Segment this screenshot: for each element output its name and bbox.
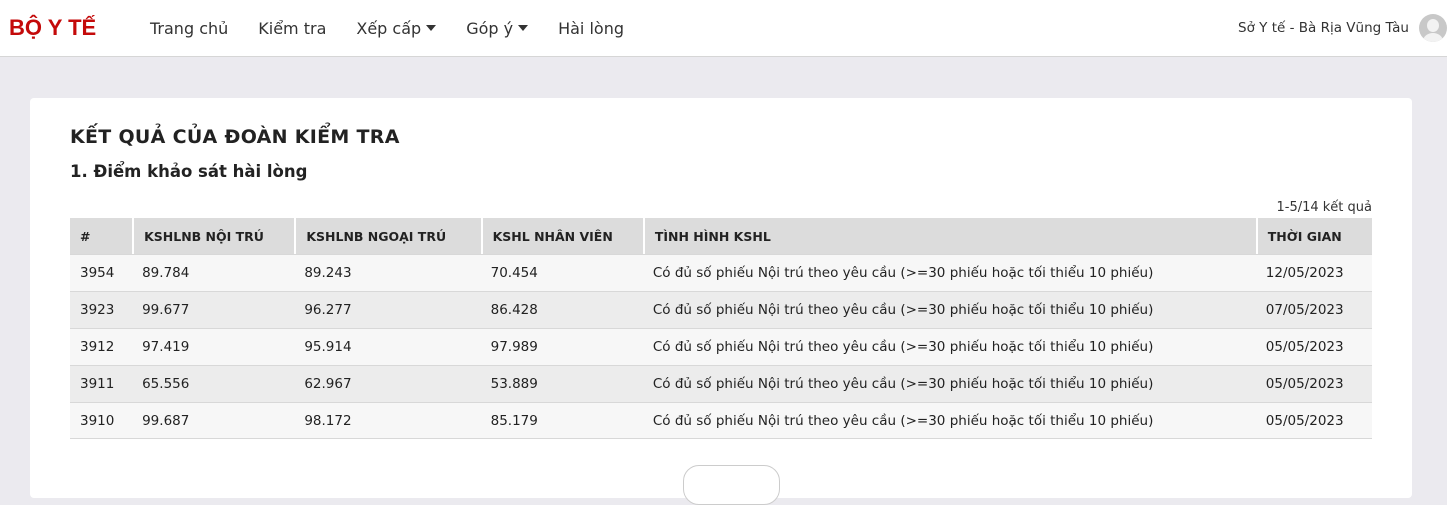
table-cell: 12/05/2023 <box>1255 254 1372 291</box>
page-title: KẾT QUẢ CỦA ĐOÀN KIỂM TRA <box>70 126 400 148</box>
column-header: # <box>70 218 133 254</box>
table-cell: 99.677 <box>132 291 295 328</box>
table-cell: 05/05/2023 <box>1255 365 1372 402</box>
table-cell: 85.179 <box>480 402 643 439</box>
nav-item-label: Trang chủ <box>150 18 229 38</box>
result-count: 1-5/14 kết quả <box>1276 200 1372 215</box>
table-cell: Có đủ số phiếu Nội trú theo yêu cầu (>=3… <box>642 365 1256 402</box>
table-cell: 53.889 <box>480 365 643 402</box>
table-cell: 89.784 <box>132 254 295 291</box>
nav-item-label: Hài lòng <box>558 18 624 38</box>
section-title: 1. Điểm khảo sát hài lòng <box>70 162 308 181</box>
table-cell: Có đủ số phiếu Nội trú theo yêu cầu (>=3… <box>642 254 1256 291</box>
table-cell: Có đủ số phiếu Nội trú theo yêu cầu (>=3… <box>642 328 1256 365</box>
table-row[interactable]: 3910 99.687 98.172 85.179 Có đủ số phiếu Nội… <box>70 402 1372 439</box>
nav-item-label: Kiểm tra <box>258 18 327 38</box>
nav-item-label: Xếp cấp <box>356 18 422 38</box>
table-cell: 95.914 <box>294 328 481 365</box>
table-row[interactable]: 3954 89.784 89.243 70.454 Có đủ số phiếu Nội… <box>70 254 1372 291</box>
avatar-icon[interactable] <box>1419 14 1447 42</box>
table-row[interactable]: 3923 99.677 96.277 86.428 Có đủ số phiếu Nội… <box>70 291 1372 328</box>
navbar: BỘ Y TẾ Trang chủ Kiểm tra Xếp cấp Góp ý Hài… <box>0 0 1447 57</box>
column-header: TÌNH HÌNH KSHL <box>642 218 1256 254</box>
table-cell: 3910 <box>70 402 133 439</box>
table-cell: 98.172 <box>294 402 481 439</box>
table-cell: 96.277 <box>294 291 481 328</box>
logo[interactable]: BỘ Y TẾ <box>9 15 97 40</box>
table-cell: 3911 <box>70 365 133 402</box>
table-row[interactable]: 3912 97.419 95.914 97.989 Có đủ số phiếu Nội… <box>70 328 1372 365</box>
results-card: KẾT QUẢ CỦA ĐOÀN KIỂM TRA 1. Điểm khảo s… <box>30 98 1412 505</box>
table-cell: 07/05/2023 <box>1255 291 1372 328</box>
user-name: Sở Y tế - Bà Rịa Vũng Tàu <box>1238 20 1409 36</box>
table-cell: 65.556 <box>132 365 295 402</box>
nav-item-label: Góp ý <box>466 18 514 38</box>
table-cell: 3923 <box>70 291 133 328</box>
table-cell: 99.687 <box>132 402 295 439</box>
table-cell: 97.419 <box>132 328 295 365</box>
nav-item-4[interactable]: Hài lòng <box>558 19 624 38</box>
nav-item-3[interactable]: Góp ý <box>466 18 529 38</box>
nav-item-0[interactable]: Trang chủ <box>150 19 228 38</box>
table-cell: Có đủ số phiếu Nội trú theo yêu cầu (>=3… <box>642 291 1256 328</box>
main-menu: Trang chủ Kiểm tra Xếp cấp Góp ý Hài lòng <box>150 19 654 38</box>
table-cell: 86.428 <box>480 291 643 328</box>
caret-down-icon <box>518 25 529 31</box>
column-header: KSHLNB NỘI TRÚ <box>132 218 295 254</box>
table-cell: 97.989 <box>480 328 643 365</box>
nav-item-2[interactable]: Xếp cấp <box>356 18 437 38</box>
table-cell: 05/05/2023 <box>1255 328 1372 365</box>
column-header: KSHL NHÂN VIÊN <box>480 218 643 254</box>
table-cell: Có đủ số phiếu Nội trú theo yêu cầu (>=3… <box>642 402 1256 439</box>
nav-item-1[interactable]: Kiểm tra <box>258 19 326 38</box>
table-cell: 70.454 <box>480 254 643 291</box>
user-menu[interactable]: Sở Y tế - Bà Rịa Vũng Tàu <box>1238 14 1447 42</box>
table-row[interactable]: 3911 65.556 62.967 53.889 Có đủ số phiếu Nội… <box>70 365 1372 402</box>
table-cell: 62.967 <box>294 365 481 402</box>
table-cell: 3954 <box>70 254 133 291</box>
column-header: THỜI GIAN <box>1255 218 1372 254</box>
column-header: KSHLNB NGOẠI TRÚ <box>294 218 481 254</box>
results-table: # KSHLNB NỘI TRÚ KSHLNB NGOẠI TRÚ KSHL NHÂN… <box>70 218 1372 439</box>
table-cell: 89.243 <box>294 254 481 291</box>
load-more-button[interactable] <box>683 465 780 505</box>
caret-down-icon <box>426 25 437 31</box>
table-cell: 3912 <box>70 328 133 365</box>
table-cell: 05/05/2023 <box>1255 402 1372 439</box>
